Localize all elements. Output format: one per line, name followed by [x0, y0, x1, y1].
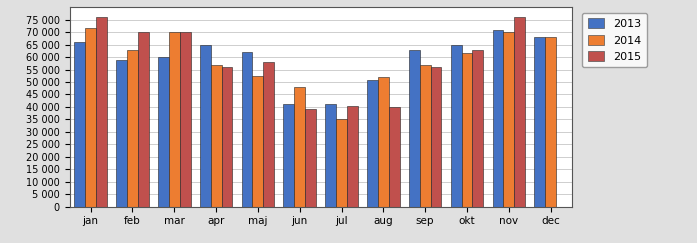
Bar — [169, 32, 180, 207]
Bar — [451, 45, 461, 207]
Bar — [222, 67, 232, 207]
Bar — [503, 32, 514, 207]
Bar — [127, 50, 138, 207]
Bar — [336, 119, 347, 207]
Bar — [545, 37, 556, 207]
Bar — [367, 79, 378, 207]
Bar — [75, 42, 85, 207]
Bar — [284, 104, 294, 207]
Bar — [158, 57, 169, 207]
Bar — [252, 76, 263, 207]
Bar — [535, 37, 545, 207]
Bar — [242, 52, 252, 207]
Bar — [514, 17, 525, 207]
Bar — [305, 109, 316, 207]
Bar — [325, 104, 336, 207]
Bar — [294, 87, 305, 207]
Bar — [493, 30, 503, 207]
Legend: 2013, 2014, 2015: 2013, 2014, 2015 — [582, 13, 647, 67]
Bar — [431, 67, 441, 207]
Bar — [180, 32, 190, 207]
Bar — [389, 107, 399, 207]
Bar — [409, 50, 420, 207]
Bar — [263, 62, 274, 207]
Bar — [378, 77, 389, 207]
Bar — [210, 65, 222, 207]
Bar — [347, 106, 358, 207]
Bar — [138, 32, 148, 207]
Bar — [473, 50, 483, 207]
Bar — [85, 28, 96, 207]
Bar — [461, 53, 473, 207]
Bar — [96, 17, 107, 207]
Bar — [116, 60, 127, 207]
Bar — [420, 65, 431, 207]
Bar — [200, 45, 210, 207]
